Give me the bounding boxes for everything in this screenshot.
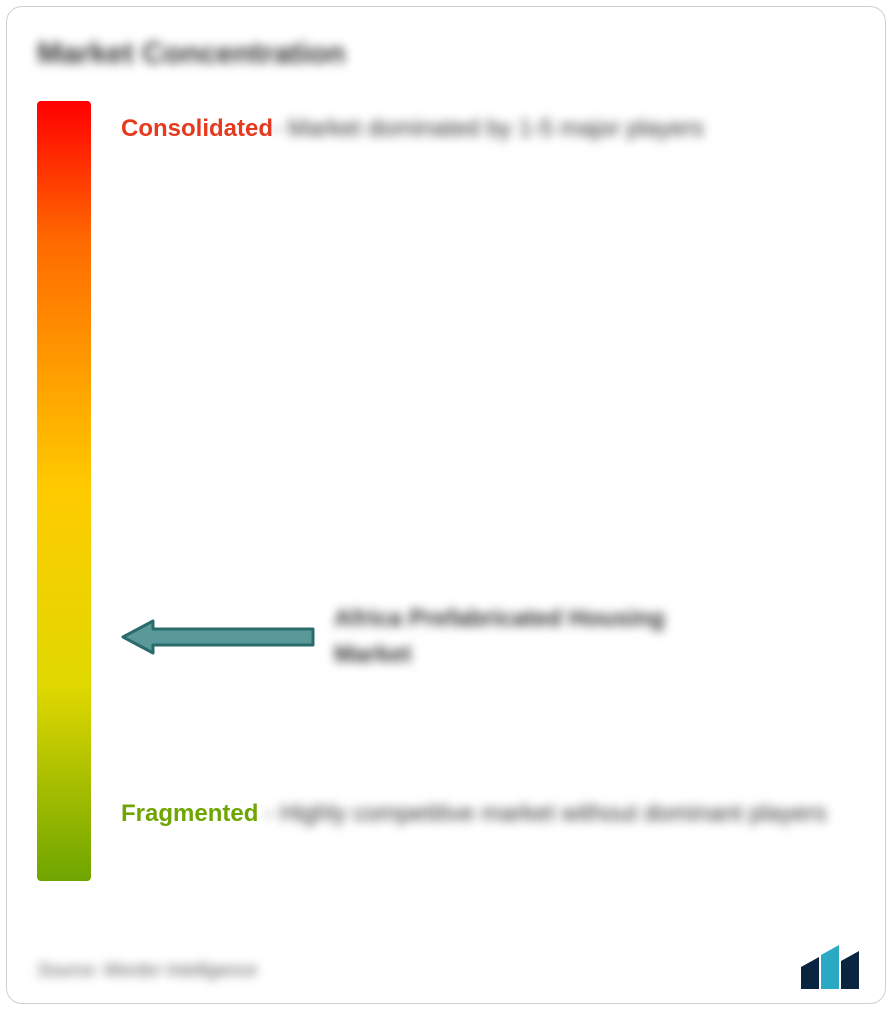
chart-container: Market Concentration Consolidated- Marke… bbox=[6, 6, 886, 1004]
chart-title: Market Concentration bbox=[37, 37, 855, 71]
fragmented-label: Fragmented bbox=[121, 800, 258, 827]
concentration-gradient-bar bbox=[37, 101, 91, 881]
source-attribution: Source: Mordor Intelligence bbox=[37, 960, 257, 981]
consolidated-description: - Market dominated by 1-5 major players bbox=[273, 115, 704, 142]
consolidated-label: Consolidated bbox=[121, 115, 273, 142]
fragmented-description: - Highly competitive market without domi… bbox=[265, 800, 827, 827]
fragmented-text: Fragmented - Highly competitive market w… bbox=[121, 786, 835, 841]
text-column: Consolidated- Market dominated by 1-5 ma… bbox=[121, 101, 855, 983]
market-name-label: Africa Prefabricated Housing Market bbox=[334, 601, 674, 673]
arrow-icon bbox=[121, 617, 316, 657]
consolidated-text: Consolidated- Market dominated by 1-5 ma… bbox=[121, 101, 835, 156]
chart-content: Consolidated- Market dominated by 1-5 ma… bbox=[37, 101, 855, 983]
brand-logo bbox=[797, 941, 867, 989]
market-position-arrow: Africa Prefabricated Housing Market bbox=[121, 601, 674, 673]
